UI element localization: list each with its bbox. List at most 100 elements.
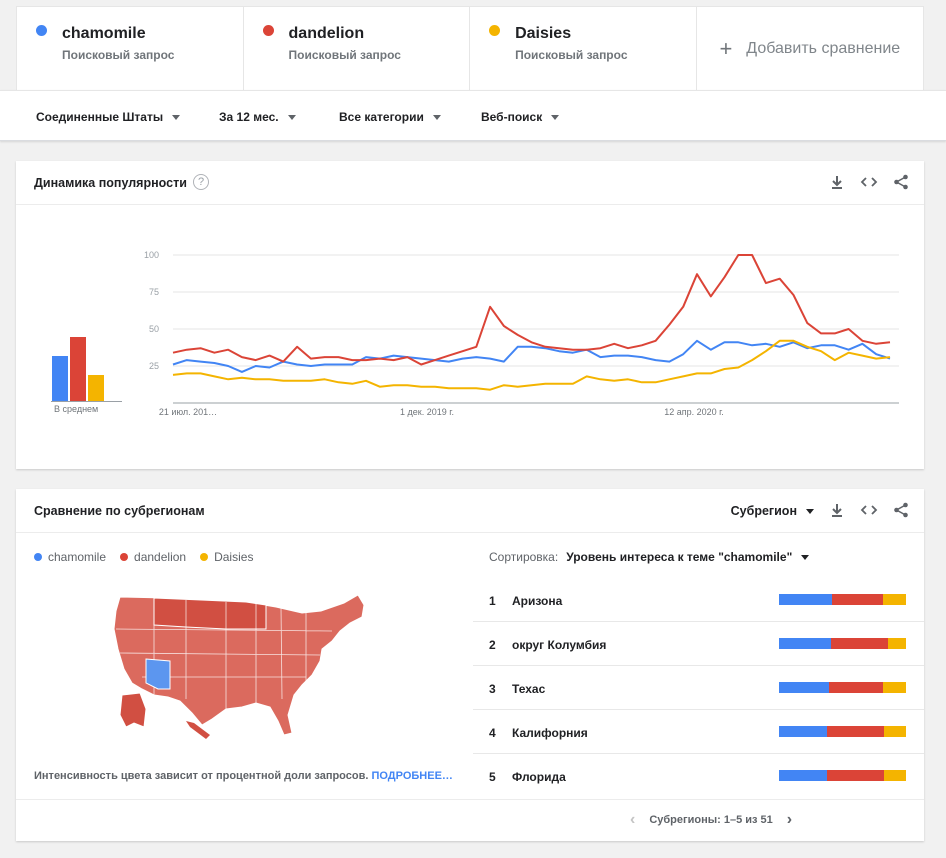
map-contiguous-us[interactable] [113, 594, 365, 736]
series-line-daisies [172, 339, 891, 391]
legend-item: Daisies [200, 550, 253, 564]
download-icon[interactable] [828, 173, 846, 191]
category-filter-label: Все категории [339, 110, 424, 124]
pager-label: Субрегионы: 1–5 из 51 [649, 814, 773, 826]
map-arizona[interactable] [145, 658, 171, 690]
sort-label: Сортировка: [489, 550, 559, 564]
next-page-icon[interactable]: › [786, 811, 793, 828]
row-rank: 2 [489, 638, 496, 652]
term-name: Daisies [515, 25, 572, 42]
list-item[interactable]: 4 Калифорния [473, 710, 924, 754]
download-icon[interactable] [828, 501, 846, 519]
row-split-bar [779, 726, 906, 737]
term-subtitle: Поисковый запрос [62, 48, 175, 62]
x-tick-label: 21 июл. 201… [159, 407, 217, 417]
plus-icon: + [719, 36, 733, 61]
legend-label: chamomile [48, 550, 107, 564]
row-rank: 4 [489, 726, 496, 740]
row-split-bar [779, 682, 906, 693]
embed-icon[interactable] [860, 501, 878, 519]
split-segment-chamomile [779, 594, 833, 605]
interest-over-time-card: Динамика популярности ? В среднем 25 50 75… [16, 161, 924, 469]
split-segment-dandelion [827, 726, 885, 737]
caret-down-icon [551, 114, 560, 120]
card-tools [828, 501, 910, 519]
share-icon[interactable] [892, 173, 910, 191]
row-split-bar [779, 594, 906, 605]
trend-chart[interactable]: 25 50 75 100 21 июл. 201… 1 дек. 2019 г. 12 ап… [16, 205, 924, 469]
search-type-filter[interactable]: Веб-поиск [481, 110, 560, 124]
list-item[interactable]: 5 Флорида [473, 754, 924, 798]
prev-page-icon[interactable]: ‹ [630, 811, 636, 828]
y-tick-label: 100 [144, 250, 159, 260]
term-color-dot [36, 25, 47, 36]
average-bar-chamomile [52, 355, 68, 401]
map-note-text: Интенсивность цвета зависит от процентно… [34, 770, 369, 782]
map-note: Интенсивность цвета зависит от процентно… [34, 770, 453, 782]
map-hawaii[interactable] [186, 721, 210, 739]
row-name: округ Колумбия [512, 638, 607, 652]
row-split-bar [779, 770, 906, 781]
series-line-dandelion [172, 254, 891, 366]
split-segment-daisies [883, 682, 906, 693]
average-baseline [51, 401, 122, 402]
split-segment-chamomile [779, 726, 828, 737]
split-segment-daisies [884, 726, 906, 737]
period-filter-label: За 12 мес. [219, 110, 279, 124]
series-line-chamomile [172, 339, 891, 373]
filters-bar: Соединенные Штаты За 12 мес. Все категор… [0, 90, 946, 141]
subregion-list: 1 Аризона 2 округ Колумбия 3 Техас 4 Кал… [473, 578, 924, 798]
region-filter[interactable]: Соединенные Штаты [36, 110, 181, 124]
split-segment-daisies [888, 638, 906, 649]
search-type-filter-label: Веб-поиск [481, 110, 543, 124]
subregion-selector[interactable]: Субрегион [731, 504, 814, 518]
caret-down-icon [806, 508, 814, 514]
term-daisies[interactable]: Daisies Поисковый запрос [470, 7, 697, 91]
legend-label: dandelion [134, 550, 187, 564]
split-segment-dandelion [827, 770, 885, 781]
subregion-selector-label: Субрегион [730, 504, 797, 518]
row-name: Калифорния [512, 726, 588, 740]
row-split-bar [779, 638, 906, 649]
split-segment-dandelion [831, 638, 889, 649]
period-filter[interactable]: За 12 мес. [219, 110, 296, 124]
caret-down-icon [801, 554, 810, 560]
split-segment-daisies [884, 770, 906, 781]
row-rank: 5 [489, 770, 496, 784]
term-name: dandelion [288, 25, 365, 42]
learn-more-link[interactable]: ПОДРОБНЕЕ… [371, 770, 453, 782]
list-item[interactable]: 1 Аризона [473, 578, 924, 622]
card-header: Динамика популярности ? [16, 161, 924, 205]
card-header: Сравнение по субрегионам Субрегион [16, 489, 924, 533]
row-name: Аризона [512, 594, 563, 608]
list-item[interactable]: 2 округ Колумбия [473, 622, 924, 666]
split-segment-chamomile [779, 638, 832, 649]
term-chamomile[interactable]: chamomile Поисковый запрос [17, 7, 244, 91]
subregion-card: Сравнение по субрегионам Субрегион chamo… [16, 489, 924, 841]
term-dandelion[interactable]: dandelion Поисковый запрос [244, 7, 471, 91]
add-comparison-button[interactable]: + Добавить сравнение [697, 7, 923, 91]
average-label: В среднем [54, 404, 99, 414]
term-color-dot [262, 25, 274, 36]
row-name: Флорида [512, 770, 566, 784]
term-name: chamomile [62, 25, 146, 42]
term-color-dot [489, 25, 501, 36]
list-item[interactable]: 3 Техас [473, 666, 924, 710]
map-alaska[interactable] [119, 692, 147, 728]
us-map[interactable] [106, 589, 376, 749]
term-subtitle: Поисковый запрос [515, 48, 628, 62]
help-icon[interactable]: ? [193, 174, 209, 190]
average-bar-dandelion [70, 336, 86, 401]
category-filter[interactable]: Все категории [339, 110, 441, 124]
sort-control[interactable]: Сортировка: Уровень интереса к теме "cha… [489, 550, 810, 564]
split-segment-dandelion [832, 594, 884, 605]
caret-down-icon [432, 114, 441, 120]
legend-item: chamomile [34, 550, 106, 564]
share-icon[interactable] [892, 501, 910, 519]
card-title: Динамика популярности [34, 176, 187, 190]
embed-icon[interactable] [860, 173, 878, 191]
y-tick-label: 75 [149, 287, 159, 297]
row-name: Техас [512, 682, 546, 696]
term-subtitle: Поисковый запрос [288, 48, 401, 62]
add-comparison-label: Добавить сравнение [746, 40, 901, 57]
